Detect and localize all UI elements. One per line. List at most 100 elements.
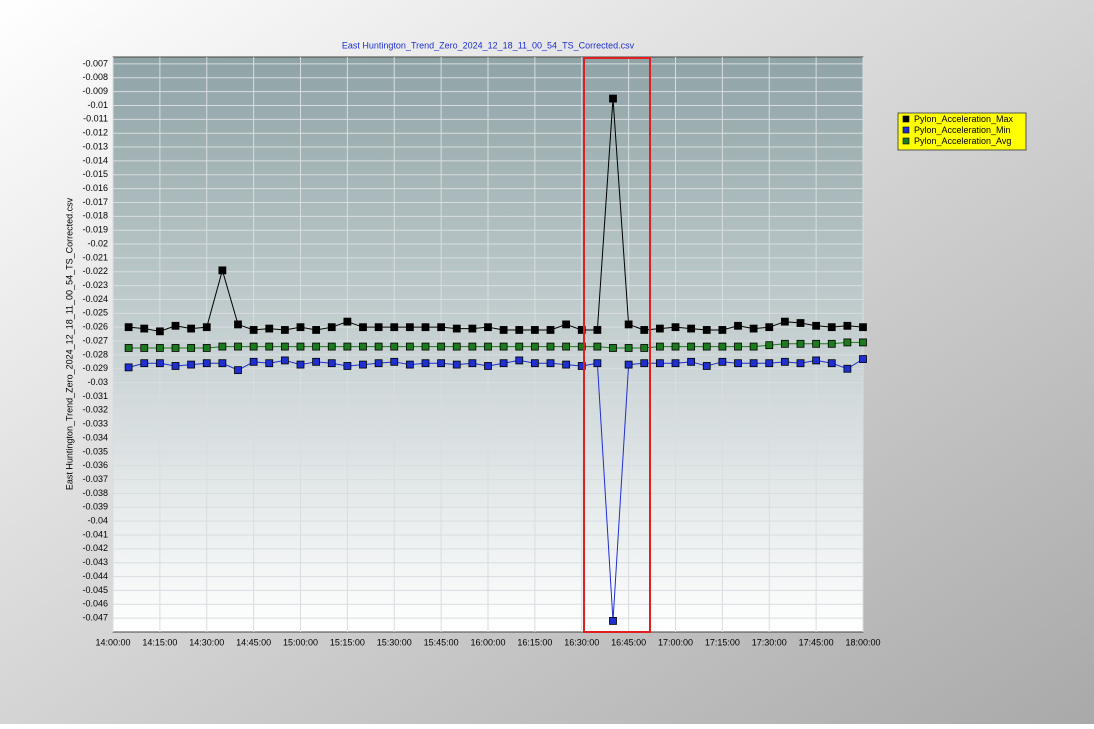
- legend: [897, 112, 1027, 151]
- data-point: [249, 326, 258, 334]
- data-point: [312, 342, 321, 351]
- x-tick-label: 14:30:00: [189, 637, 224, 647]
- x-tick-label: 16:15:00: [517, 637, 552, 647]
- y-tick-label: -0.045: [82, 585, 108, 595]
- data-point: [796, 319, 805, 327]
- data-point: [702, 342, 711, 351]
- y-tick-label: -0.008: [82, 72, 108, 82]
- y-tick-label: -0.026: [82, 322, 108, 332]
- y-tick-label: -0.021: [82, 252, 108, 262]
- y-tick-label: -0.04: [87, 516, 108, 526]
- data-point: [624, 360, 633, 369]
- data-point: [577, 326, 586, 334]
- data-point: [343, 342, 352, 351]
- x-tick-label: 17:30:00: [752, 637, 787, 647]
- data-point: [655, 342, 664, 351]
- x-tick-label: 17:00:00: [658, 637, 693, 647]
- data-point: [749, 342, 758, 351]
- y-tick-label: -0.041: [82, 529, 108, 539]
- x-tick-label: 16:30:00: [564, 637, 599, 647]
- data-point: [280, 326, 289, 334]
- y-tick-label: -0.037: [82, 474, 108, 484]
- y-tick-label: -0.022: [82, 266, 108, 276]
- data-point: [296, 360, 305, 369]
- data-point: [124, 363, 133, 372]
- y-tick-label: -0.014: [82, 155, 108, 165]
- data-point: [437, 359, 446, 368]
- y-tick-label: -0.012: [82, 128, 108, 138]
- y-tick-label: -0.013: [82, 141, 108, 151]
- y-tick-label: -0.031: [82, 391, 108, 401]
- data-point: [640, 359, 649, 368]
- data-point: [390, 357, 399, 366]
- data-point: [359, 342, 367, 351]
- data-point: [171, 321, 180, 330]
- data-point: [312, 326, 321, 334]
- data-point: [280, 356, 289, 365]
- data-point: [515, 356, 524, 365]
- data-point: [202, 344, 211, 352]
- x-tick-label: 15:30:00: [377, 637, 412, 647]
- x-tick-label: 17:45:00: [799, 637, 834, 647]
- data-point: [155, 344, 164, 352]
- data-point: [765, 323, 774, 332]
- y-tick-label: -0.025: [82, 308, 108, 318]
- data-point: [343, 362, 352, 370]
- data-point: [827, 323, 836, 332]
- y-tick-label: -0.036: [82, 460, 108, 470]
- data-point: [452, 360, 461, 369]
- y-tick-label: -0.034: [82, 432, 108, 442]
- data-point: [718, 357, 727, 366]
- data-point: [171, 362, 180, 370]
- data-point: [312, 357, 321, 366]
- data-point: [859, 323, 867, 332]
- data-point: [405, 360, 414, 369]
- data-point: [234, 366, 242, 375]
- data-point: [218, 342, 227, 351]
- data-point: [546, 359, 555, 368]
- y-tick-label: -0.043: [82, 557, 108, 567]
- data-point: [249, 342, 258, 351]
- y-tick-label: -0.017: [82, 197, 108, 207]
- data-point: [265, 342, 274, 351]
- data-point: [734, 321, 742, 330]
- data-point: [296, 323, 305, 332]
- data-point: [218, 266, 227, 275]
- data-point: [796, 359, 805, 368]
- data-point: [140, 359, 149, 368]
- data-point: [421, 323, 430, 332]
- x-tick-label: 15:15:00: [330, 637, 365, 647]
- data-point: [843, 364, 852, 373]
- data-point: [374, 342, 383, 351]
- data-point: [718, 342, 727, 351]
- data-point: [780, 357, 789, 366]
- data-point: [593, 359, 602, 368]
- data-point: [593, 342, 602, 351]
- data-point: [421, 359, 430, 368]
- data-point: [687, 324, 696, 333]
- data-point: [499, 342, 508, 351]
- data-point: [140, 324, 149, 333]
- x-tick-label: 14:00:00: [95, 637, 130, 647]
- data-point: [827, 339, 836, 348]
- data-point: [296, 342, 305, 351]
- data-point: [671, 342, 680, 351]
- data-point: [671, 359, 680, 368]
- data-point: [796, 339, 805, 348]
- data-point: [812, 321, 821, 330]
- data-point: [421, 342, 430, 351]
- y-tick-label: -0.01: [87, 100, 108, 110]
- data-point: [484, 362, 492, 370]
- data-point: [718, 326, 727, 334]
- data-point: [749, 359, 758, 368]
- data-point: [562, 360, 571, 369]
- data-point: [468, 359, 477, 368]
- data-point: [265, 324, 274, 333]
- data-point: [687, 342, 696, 351]
- y-axis-label: East Huntington_Trend_Zero_2024_12_18_11…: [64, 197, 74, 490]
- data-point: [499, 359, 508, 368]
- data-point: [155, 327, 164, 336]
- x-tick-label: 15:00:00: [283, 637, 318, 647]
- data-point: [437, 342, 446, 351]
